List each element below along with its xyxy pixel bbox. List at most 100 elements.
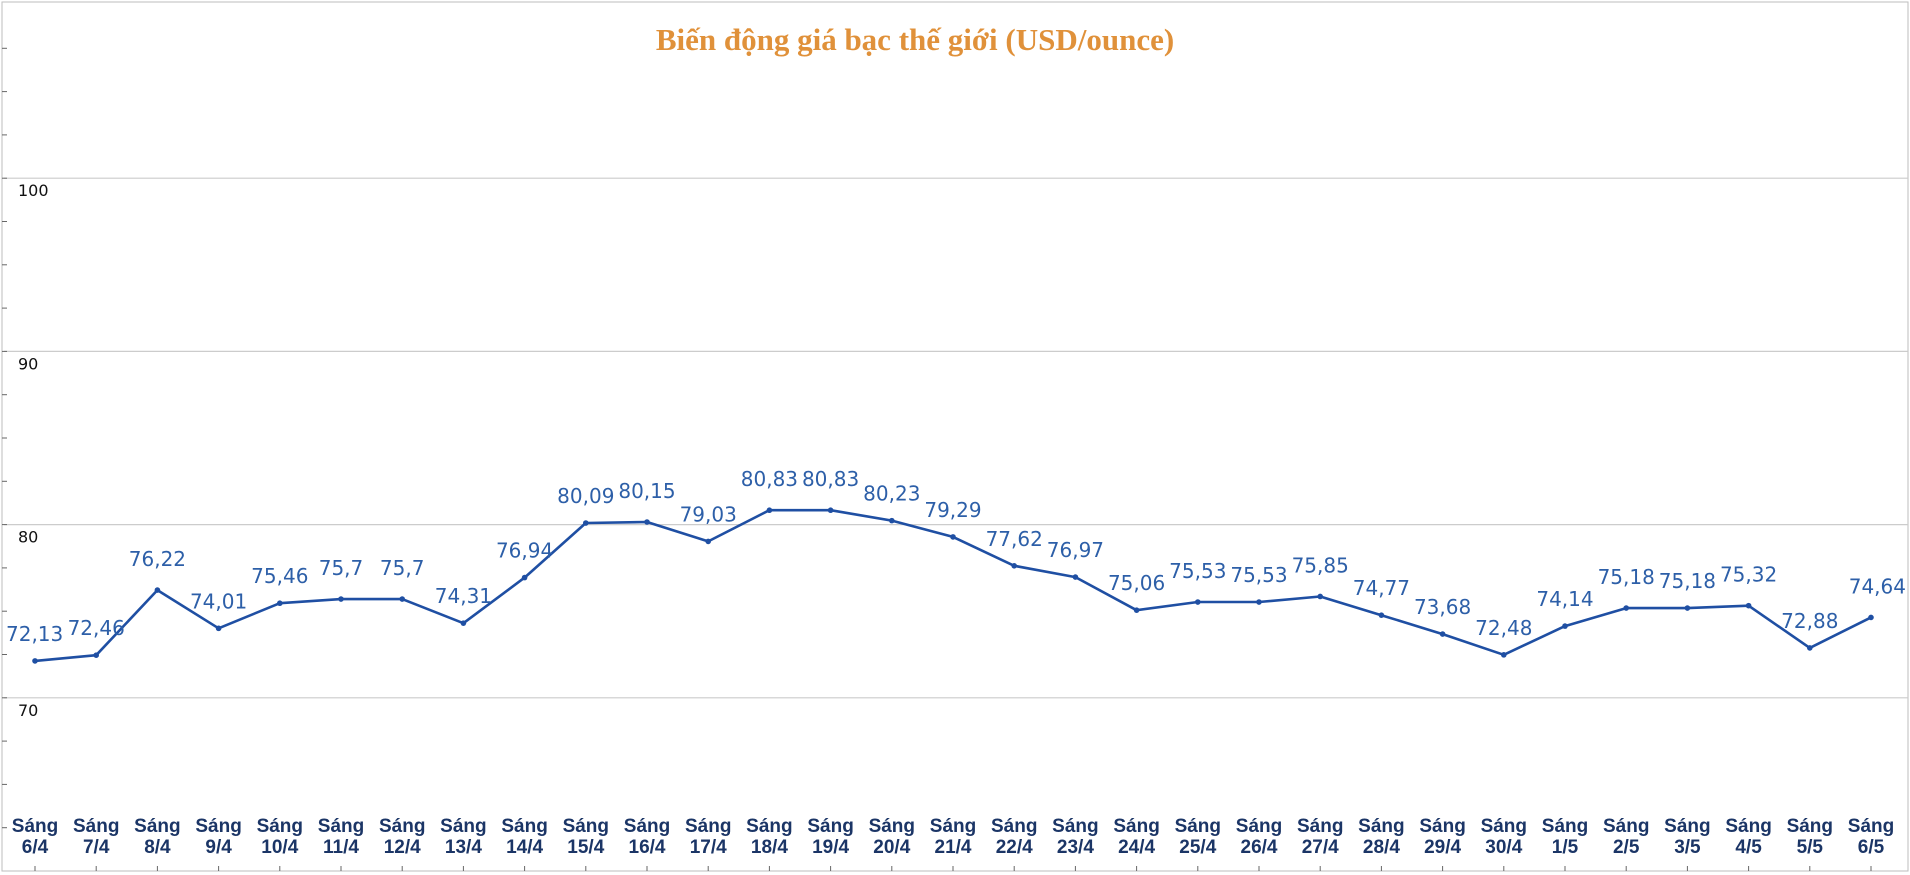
- x-tick-label-bottom: 2/5: [1613, 837, 1640, 858]
- data-point: [1378, 612, 1385, 618]
- x-tick-label-bottom: 12/4: [384, 837, 421, 858]
- data-label: 75,06: [1108, 571, 1165, 595]
- x-tick-label-bottom: 9/4: [205, 837, 232, 858]
- data-label: 80,09: [557, 484, 614, 508]
- data-point: [215, 625, 222, 632]
- data-point: [399, 596, 406, 602]
- data-label: 72,88: [1781, 609, 1838, 633]
- data-label: 75,46: [251, 564, 308, 588]
- x-tick-label-top: Sáng: [73, 816, 119, 837]
- x-tick-label-top: Sáng: [134, 816, 180, 837]
- data-point: [277, 600, 283, 607]
- data-label: 72,13: [6, 622, 63, 646]
- series-line: [32, 507, 1874, 664]
- x-tick-label-bottom: 6/5: [1858, 837, 1885, 858]
- x-tick-label-bottom: 14/4: [506, 837, 543, 858]
- data-label: 75,32: [1720, 563, 1777, 587]
- data-label: 74,77: [1353, 576, 1410, 600]
- data-label: 75,7: [380, 556, 425, 580]
- data-label: 76,22: [129, 547, 186, 571]
- data-label: 75,53: [1230, 563, 1287, 587]
- data-point: [1011, 563, 1017, 569]
- x-tick-label-top: Sáng: [1542, 816, 1588, 837]
- x-tick-label-bottom: 26/4: [1241, 837, 1278, 858]
- x-tick-label-top: Sáng: [1052, 816, 1098, 837]
- x-tick-label-bottom: 19/4: [812, 837, 849, 858]
- x-tick-label-bottom: 30/4: [1485, 837, 1522, 858]
- data-point: [1868, 614, 1874, 621]
- data-label: 72,46: [68, 616, 125, 640]
- x-tick-label-top: Sáng: [1419, 816, 1465, 837]
- data-label: 80,83: [741, 467, 798, 491]
- x-tick-label-bottom: 17/4: [690, 837, 727, 858]
- x-tick-label-bottom: 4/5: [1735, 837, 1762, 858]
- x-tick-label-bottom: 27/4: [1302, 837, 1339, 858]
- data-point: [1745, 602, 1752, 609]
- data-point: [583, 520, 589, 526]
- x-tick-label-top: Sáng: [195, 816, 241, 837]
- data-point: [950, 534, 956, 540]
- x-tick-label-top: Sáng: [440, 816, 486, 837]
- x-tick-label-top: Sáng: [1297, 816, 1343, 837]
- x-tick-label-bottom: 22/4: [996, 837, 1033, 858]
- x-tick-label-bottom: 8/4: [144, 837, 171, 858]
- data-label: 74,64: [1849, 574, 1906, 598]
- y-tick-label: 90: [18, 354, 38, 373]
- x-tick-label-top: Sáng: [318, 816, 364, 837]
- x-tick-label-bottom: 11/4: [323, 837, 359, 858]
- x-tick-label-bottom: 23/4: [1057, 837, 1094, 858]
- chart-title: Biến động giá bạc thế giới (USD/ounce): [656, 22, 1174, 57]
- data-label: 75,7: [319, 556, 364, 580]
- data-label: 73,68: [1414, 595, 1471, 619]
- data-label: 76,94: [496, 539, 553, 563]
- x-tick-label-bottom: 10/4: [261, 837, 298, 858]
- x-tick-label-top: Sáng: [1358, 816, 1404, 837]
- x-tick-label-bottom: 25/4: [1179, 837, 1216, 858]
- x-tick-label-top: Sáng: [1787, 816, 1833, 837]
- data-point: [1684, 605, 1691, 611]
- data-point: [889, 517, 895, 524]
- data-label: 80,83: [802, 467, 859, 491]
- y-tick-label: 70: [18, 701, 38, 720]
- x-tick-label-bottom: 1/5: [1552, 837, 1579, 858]
- data-point: [1501, 652, 1507, 658]
- x-tick-label-bottom: 28/4: [1363, 837, 1400, 858]
- x-tick-label-top: Sáng: [1236, 816, 1282, 837]
- data-label: 76,97: [1047, 538, 1104, 562]
- x-tick-label-top: Sáng: [746, 816, 792, 837]
- x-tick-label-bottom: 18/4: [751, 837, 788, 858]
- data-point: [705, 538, 711, 545]
- x-tick-label-top: Sáng: [1481, 816, 1527, 837]
- x-tick-label-bottom: 21/4: [935, 837, 972, 858]
- data-label: 74,01: [190, 589, 247, 613]
- data-point: [1807, 645, 1813, 651]
- x-axis-labels: Sáng6/4Sáng7/4Sáng8/4Sáng9/4Sáng10/4Sáng…: [12, 816, 1894, 871]
- x-tick-label-top: Sáng: [930, 816, 976, 837]
- x-tick-label-bottom: 5/5: [1797, 837, 1824, 858]
- data-point: [644, 519, 650, 525]
- data-label: 79,03: [680, 502, 737, 526]
- data-point: [1256, 599, 1262, 605]
- data-point: [1195, 599, 1201, 605]
- data-label: 72,48: [1475, 616, 1532, 640]
- x-tick-label-top: Sáng: [869, 816, 915, 837]
- x-tick-label-top: Sáng: [1603, 816, 1649, 837]
- x-tick-label-top: Sáng: [501, 816, 547, 837]
- x-tick-label-top: Sáng: [563, 816, 609, 837]
- x-tick-label-bottom: 15/4: [567, 837, 604, 858]
- x-tick-label-bottom: 20/4: [873, 837, 910, 858]
- y-tick-label: 80: [18, 528, 38, 547]
- data-point: [338, 596, 344, 602]
- x-tick-label-top: Sáng: [685, 816, 731, 837]
- y-axis: 70 80 90 100: [2, 47, 49, 829]
- data-point: [460, 620, 467, 626]
- x-tick-label-top: Sáng: [1175, 816, 1221, 837]
- x-tick-label-top: Sáng: [1725, 816, 1771, 837]
- x-tick-label-bottom: 3/5: [1674, 837, 1701, 858]
- data-label: 75,18: [1598, 565, 1655, 589]
- x-tick-label-top: Sáng: [1848, 816, 1894, 837]
- data-point: [1133, 607, 1140, 613]
- data-label: 80,23: [863, 482, 920, 506]
- x-tick-label-top: Sáng: [624, 816, 670, 837]
